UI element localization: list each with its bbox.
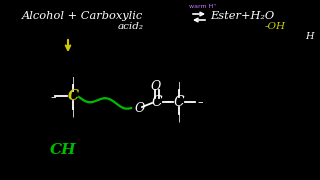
Text: O: O: [151, 80, 161, 93]
Text: C: C: [68, 89, 78, 103]
Text: Alcohol + Carboxylic: Alcohol + Carboxylic: [22, 11, 143, 21]
Text: acid₂: acid₂: [118, 22, 144, 31]
Text: warm H⁺: warm H⁺: [189, 4, 217, 9]
Text: H: H: [305, 32, 314, 41]
Text: CH: CH: [50, 143, 76, 157]
Text: |: |: [71, 77, 75, 87]
Text: |: |: [177, 112, 180, 122]
Text: -OH: -OH: [265, 22, 286, 31]
Text: C: C: [152, 95, 162, 109]
Text: –: –: [165, 96, 171, 106]
Text: Ester+H₂O: Ester+H₂O: [210, 11, 274, 21]
Text: |: |: [71, 107, 75, 117]
Text: C: C: [174, 95, 184, 109]
Text: –: –: [50, 92, 56, 102]
Text: –: –: [197, 97, 203, 107]
Text: |: |: [177, 82, 180, 92]
Text: O: O: [135, 102, 145, 114]
